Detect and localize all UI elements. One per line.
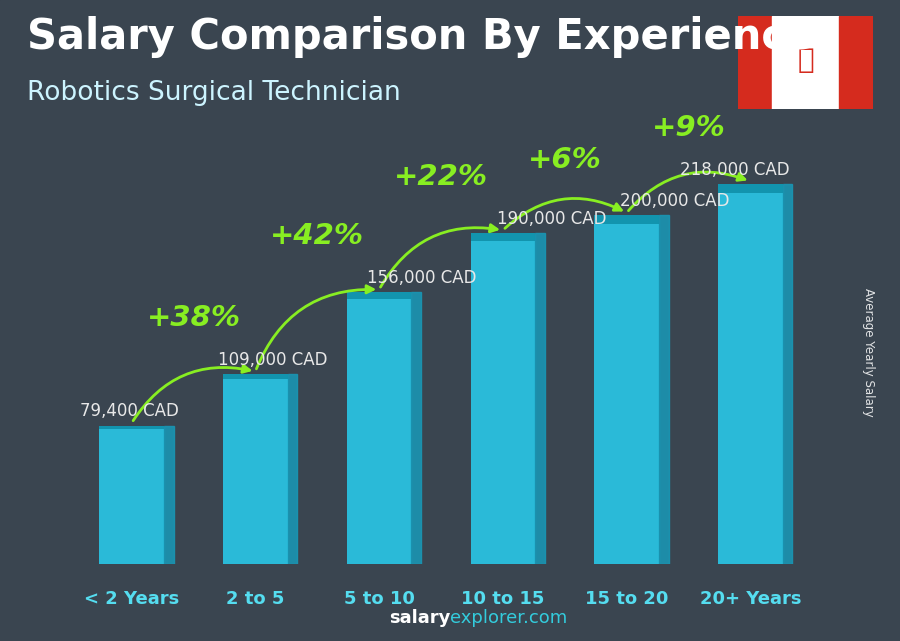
Text: 10 to 15: 10 to 15 <box>461 590 544 608</box>
Bar <box>99 426 164 564</box>
Polygon shape <box>164 426 174 564</box>
Text: Salary Comparison By Experience: Salary Comparison By Experience <box>27 16 814 58</box>
Bar <box>839 16 873 109</box>
Text: 200,000 CAD: 200,000 CAD <box>620 192 730 210</box>
Text: +42%: +42% <box>270 222 364 250</box>
Bar <box>718 184 782 564</box>
Text: 2 to 5: 2 to 5 <box>226 590 284 608</box>
Polygon shape <box>782 184 792 564</box>
Text: +6%: +6% <box>528 146 601 174</box>
Bar <box>595 215 659 224</box>
Text: 109,000 CAD: 109,000 CAD <box>218 351 328 369</box>
Bar <box>471 233 535 241</box>
Text: < 2 Years: < 2 Years <box>84 590 179 608</box>
Bar <box>718 184 782 194</box>
Polygon shape <box>535 233 545 564</box>
Bar <box>99 426 164 429</box>
Bar <box>223 374 288 564</box>
Text: 5 to 10: 5 to 10 <box>344 590 415 608</box>
Text: 190,000 CAD: 190,000 CAD <box>497 210 607 228</box>
Polygon shape <box>411 292 421 564</box>
Bar <box>738 16 772 109</box>
Bar <box>347 292 411 564</box>
Text: 156,000 CAD: 156,000 CAD <box>367 269 476 287</box>
Text: salary: salary <box>389 609 450 627</box>
Text: 20+ Years: 20+ Years <box>699 590 801 608</box>
Text: Average Yearly Salary: Average Yearly Salary <box>862 288 875 417</box>
Text: +22%: +22% <box>394 163 488 191</box>
Polygon shape <box>659 215 669 564</box>
Text: 15 to 20: 15 to 20 <box>585 590 669 608</box>
Bar <box>471 233 535 564</box>
Text: +38%: +38% <box>147 304 240 332</box>
Bar <box>772 16 839 109</box>
Bar <box>347 292 411 299</box>
Text: 79,400 CAD: 79,400 CAD <box>80 403 178 420</box>
Text: Robotics Surgical Technician: Robotics Surgical Technician <box>27 80 401 106</box>
Text: +9%: +9% <box>652 114 725 142</box>
Text: 218,000 CAD: 218,000 CAD <box>680 161 790 179</box>
Text: explorer.com: explorer.com <box>450 609 567 627</box>
Bar <box>223 374 288 379</box>
Text: 🍁: 🍁 <box>797 46 814 74</box>
Polygon shape <box>288 374 298 564</box>
Bar <box>595 215 659 564</box>
